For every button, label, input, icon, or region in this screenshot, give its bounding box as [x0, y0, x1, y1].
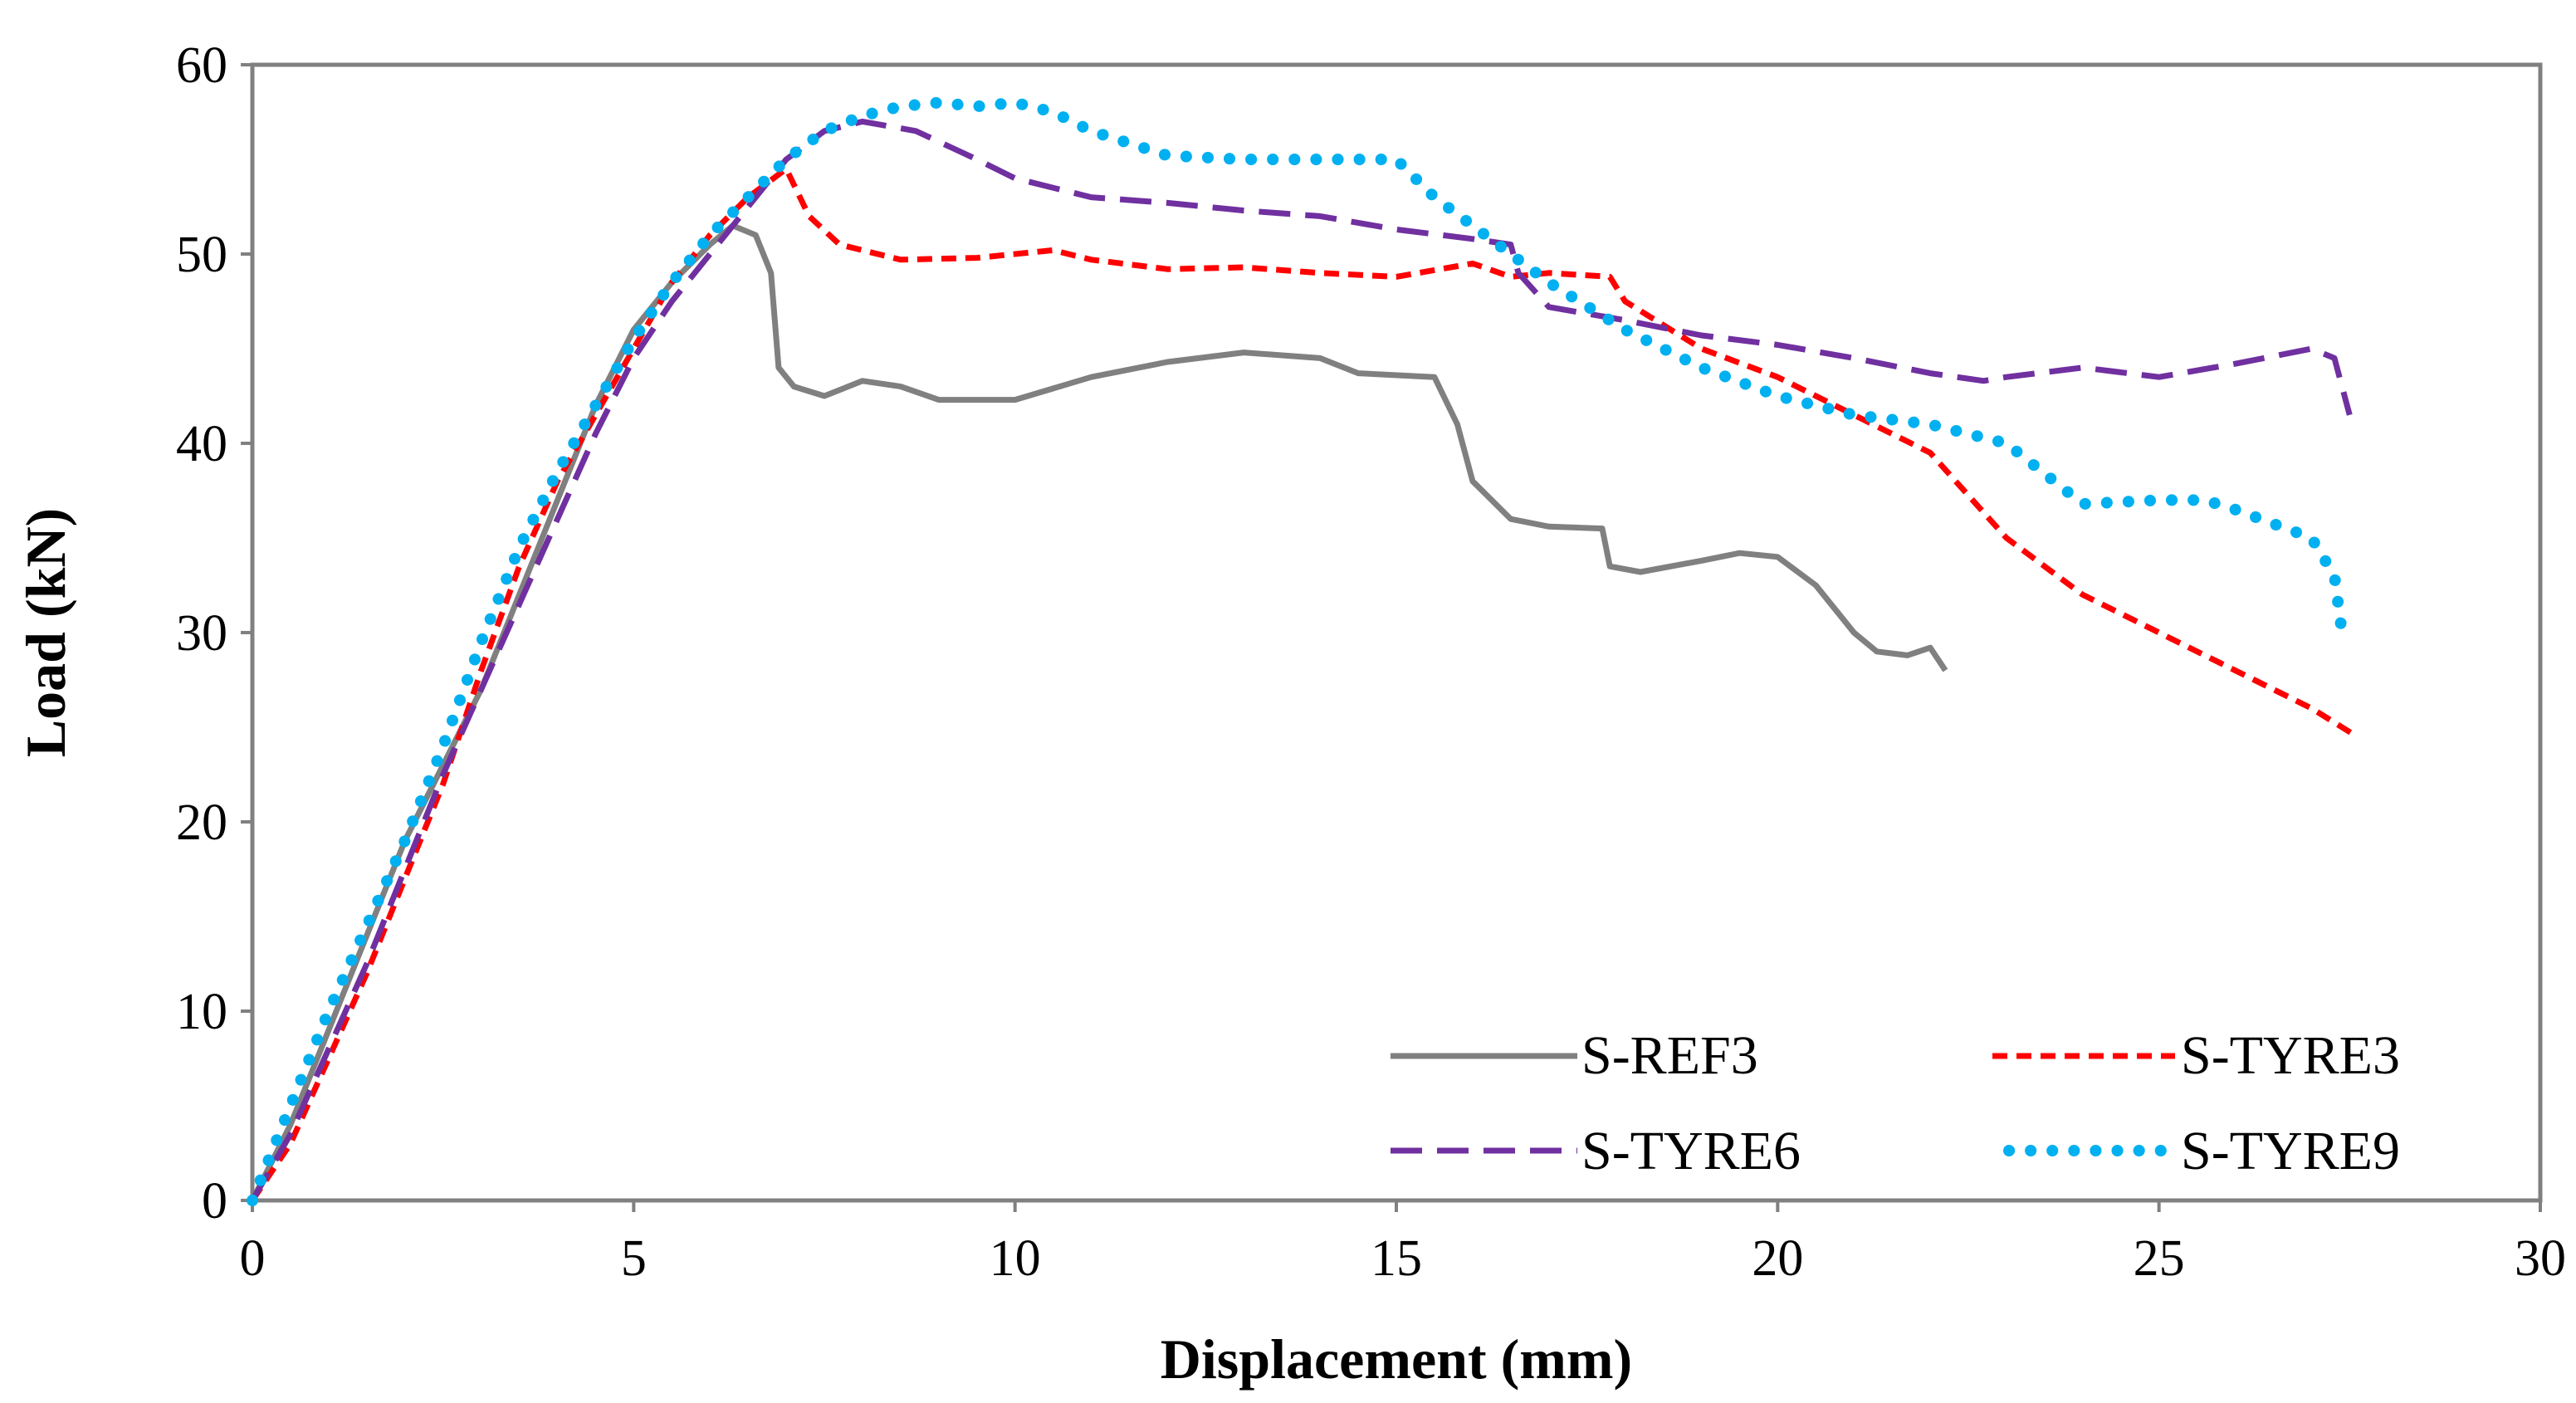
x-tick-label: 25 [2134, 1230, 2185, 1287]
y-tick-label: 60 [176, 37, 227, 94]
legend-label-s-tyre3: S-TYRE3 [2181, 1025, 2400, 1086]
tick-marks [241, 63, 2542, 1212]
legend-label-s-tyre6: S-TYRE6 [1581, 1121, 1801, 1181]
x-tick-labels: 0 5 10 15 20 25 30 [240, 1230, 2567, 1287]
y-tick-label: 40 [176, 416, 227, 472]
series-line-s-tyre3 [250, 165, 2359, 1202]
y-tick-label: 0 [202, 1173, 227, 1229]
x-axis-title: Displacement (mm) [1161, 1327, 1632, 1391]
x-tick-label: 20 [1752, 1230, 1803, 1287]
series-layer [247, 96, 2359, 1206]
legend-label-s-ref3: S-REF3 [1581, 1025, 1758, 1086]
x-tick-label: 5 [621, 1230, 647, 1287]
legend-item-s-ref3: S-REF3 [1391, 1025, 1758, 1086]
x-tick-label: 0 [240, 1230, 266, 1287]
y-tick-label: 10 [176, 984, 227, 1040]
series-line-s-tyre6 [249, 118, 2353, 1202]
y-tick-label: 30 [176, 605, 227, 662]
x-tick-label: 15 [1371, 1230, 1422, 1287]
y-tick-labels: 0 10 20 30 40 50 60 [176, 37, 227, 1229]
legend-item-s-tyre3: S-TYRE3 [1992, 1025, 2400, 1086]
legend-label-s-tyre9: S-TYRE9 [2181, 1121, 2400, 1181]
legend-item-s-tyre9: S-TYRE9 [2003, 1121, 2400, 1181]
y-tick-label: 20 [176, 794, 227, 851]
y-axis-title: Load (kN) [14, 508, 77, 757]
legend: S-REF3 S-TYRE3 S-TYRE6 S-TYRE9 [1391, 1025, 2400, 1181]
y-tick-label: 50 [176, 227, 227, 283]
series-line-s-tyre9 [247, 96, 2349, 1206]
x-tick-label: 30 [2515, 1230, 2566, 1287]
x-tick-label: 10 [990, 1230, 1041, 1287]
legend-item-s-tyre6: S-TYRE6 [1391, 1121, 1801, 1181]
series-line-s-ref3 [249, 222, 1948, 1202]
